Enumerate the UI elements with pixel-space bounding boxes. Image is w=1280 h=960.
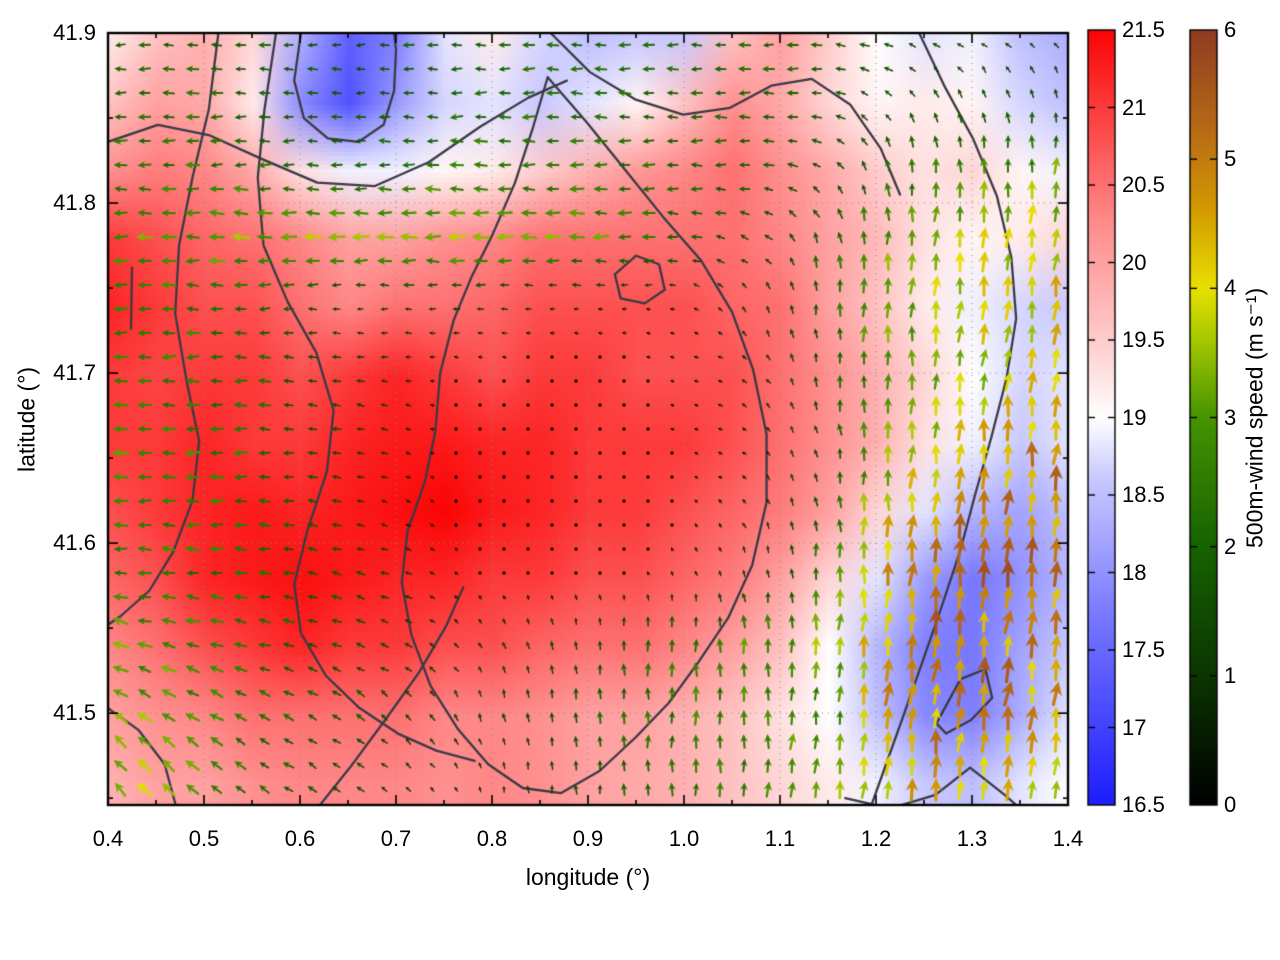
wind-colorbar-tick-label: 0 — [1224, 792, 1237, 817]
temp-colorbar-tick-label: 18 — [1122, 559, 1147, 585]
wind-colorbar-tick-label: 2 — [1224, 533, 1237, 559]
temp-colorbar-tick-label: 21.5 — [1122, 17, 1165, 42]
x-axis-label: longitude (°) — [525, 864, 651, 890]
temp-colorbar-tick-label: 20 — [1122, 249, 1147, 275]
y-tick-label: 41.7 — [53, 360, 96, 386]
temp-colorbar-tick-label: 17 — [1122, 714, 1147, 740]
x-tick-label: 0.9 — [572, 826, 604, 851]
temp-colorbar-tick-label: 20.5 — [1122, 172, 1165, 197]
x-tick-label: 0.8 — [476, 826, 508, 851]
wind-colorbar-tick-label: 6 — [1224, 17, 1237, 42]
x-tick-label: 1.2 — [860, 826, 892, 851]
x-tick-label: 1.4 — [1052, 826, 1084, 851]
temp-colorbar-tick-label: 19 — [1122, 404, 1147, 430]
temp-colorbar-tick-label: 21 — [1122, 94, 1147, 120]
wind-colorbar-tick-label: 3 — [1224, 404, 1237, 430]
x-tick-label: 1.1 — [764, 826, 796, 851]
x-tick-label: 1.3 — [956, 826, 988, 851]
y-tick-label: 41.6 — [53, 530, 96, 556]
y-tick-label: 41.9 — [53, 20, 96, 45]
x-tick-label: 0.6 — [284, 826, 316, 851]
temp-colorbar-tick-label: 17.5 — [1122, 637, 1165, 662]
wind-colorbar-tick-label: 4 — [1224, 275, 1237, 301]
x-tick-label: 0.4 — [92, 826, 124, 851]
x-tick-label: 0.7 — [380, 826, 412, 851]
temp-colorbar-tick-label: 18.5 — [1122, 482, 1165, 507]
y-axis-label: latitude (°) — [13, 366, 40, 472]
x-tick-label: 0.5 — [188, 826, 220, 851]
temp-colorbar-tick-label: 19.5 — [1122, 327, 1165, 352]
wind-colorbar-tick-label: 5 — [1224, 146, 1237, 172]
wind-colorbar-tick-label: 1 — [1224, 662, 1237, 688]
y-tick-label: 41.5 — [53, 700, 96, 726]
temp-colorbar-tick-label: 16.5 — [1122, 792, 1165, 817]
x-tick-label: 1.0 — [668, 826, 700, 851]
y-tick-label: 41.8 — [53, 190, 96, 216]
